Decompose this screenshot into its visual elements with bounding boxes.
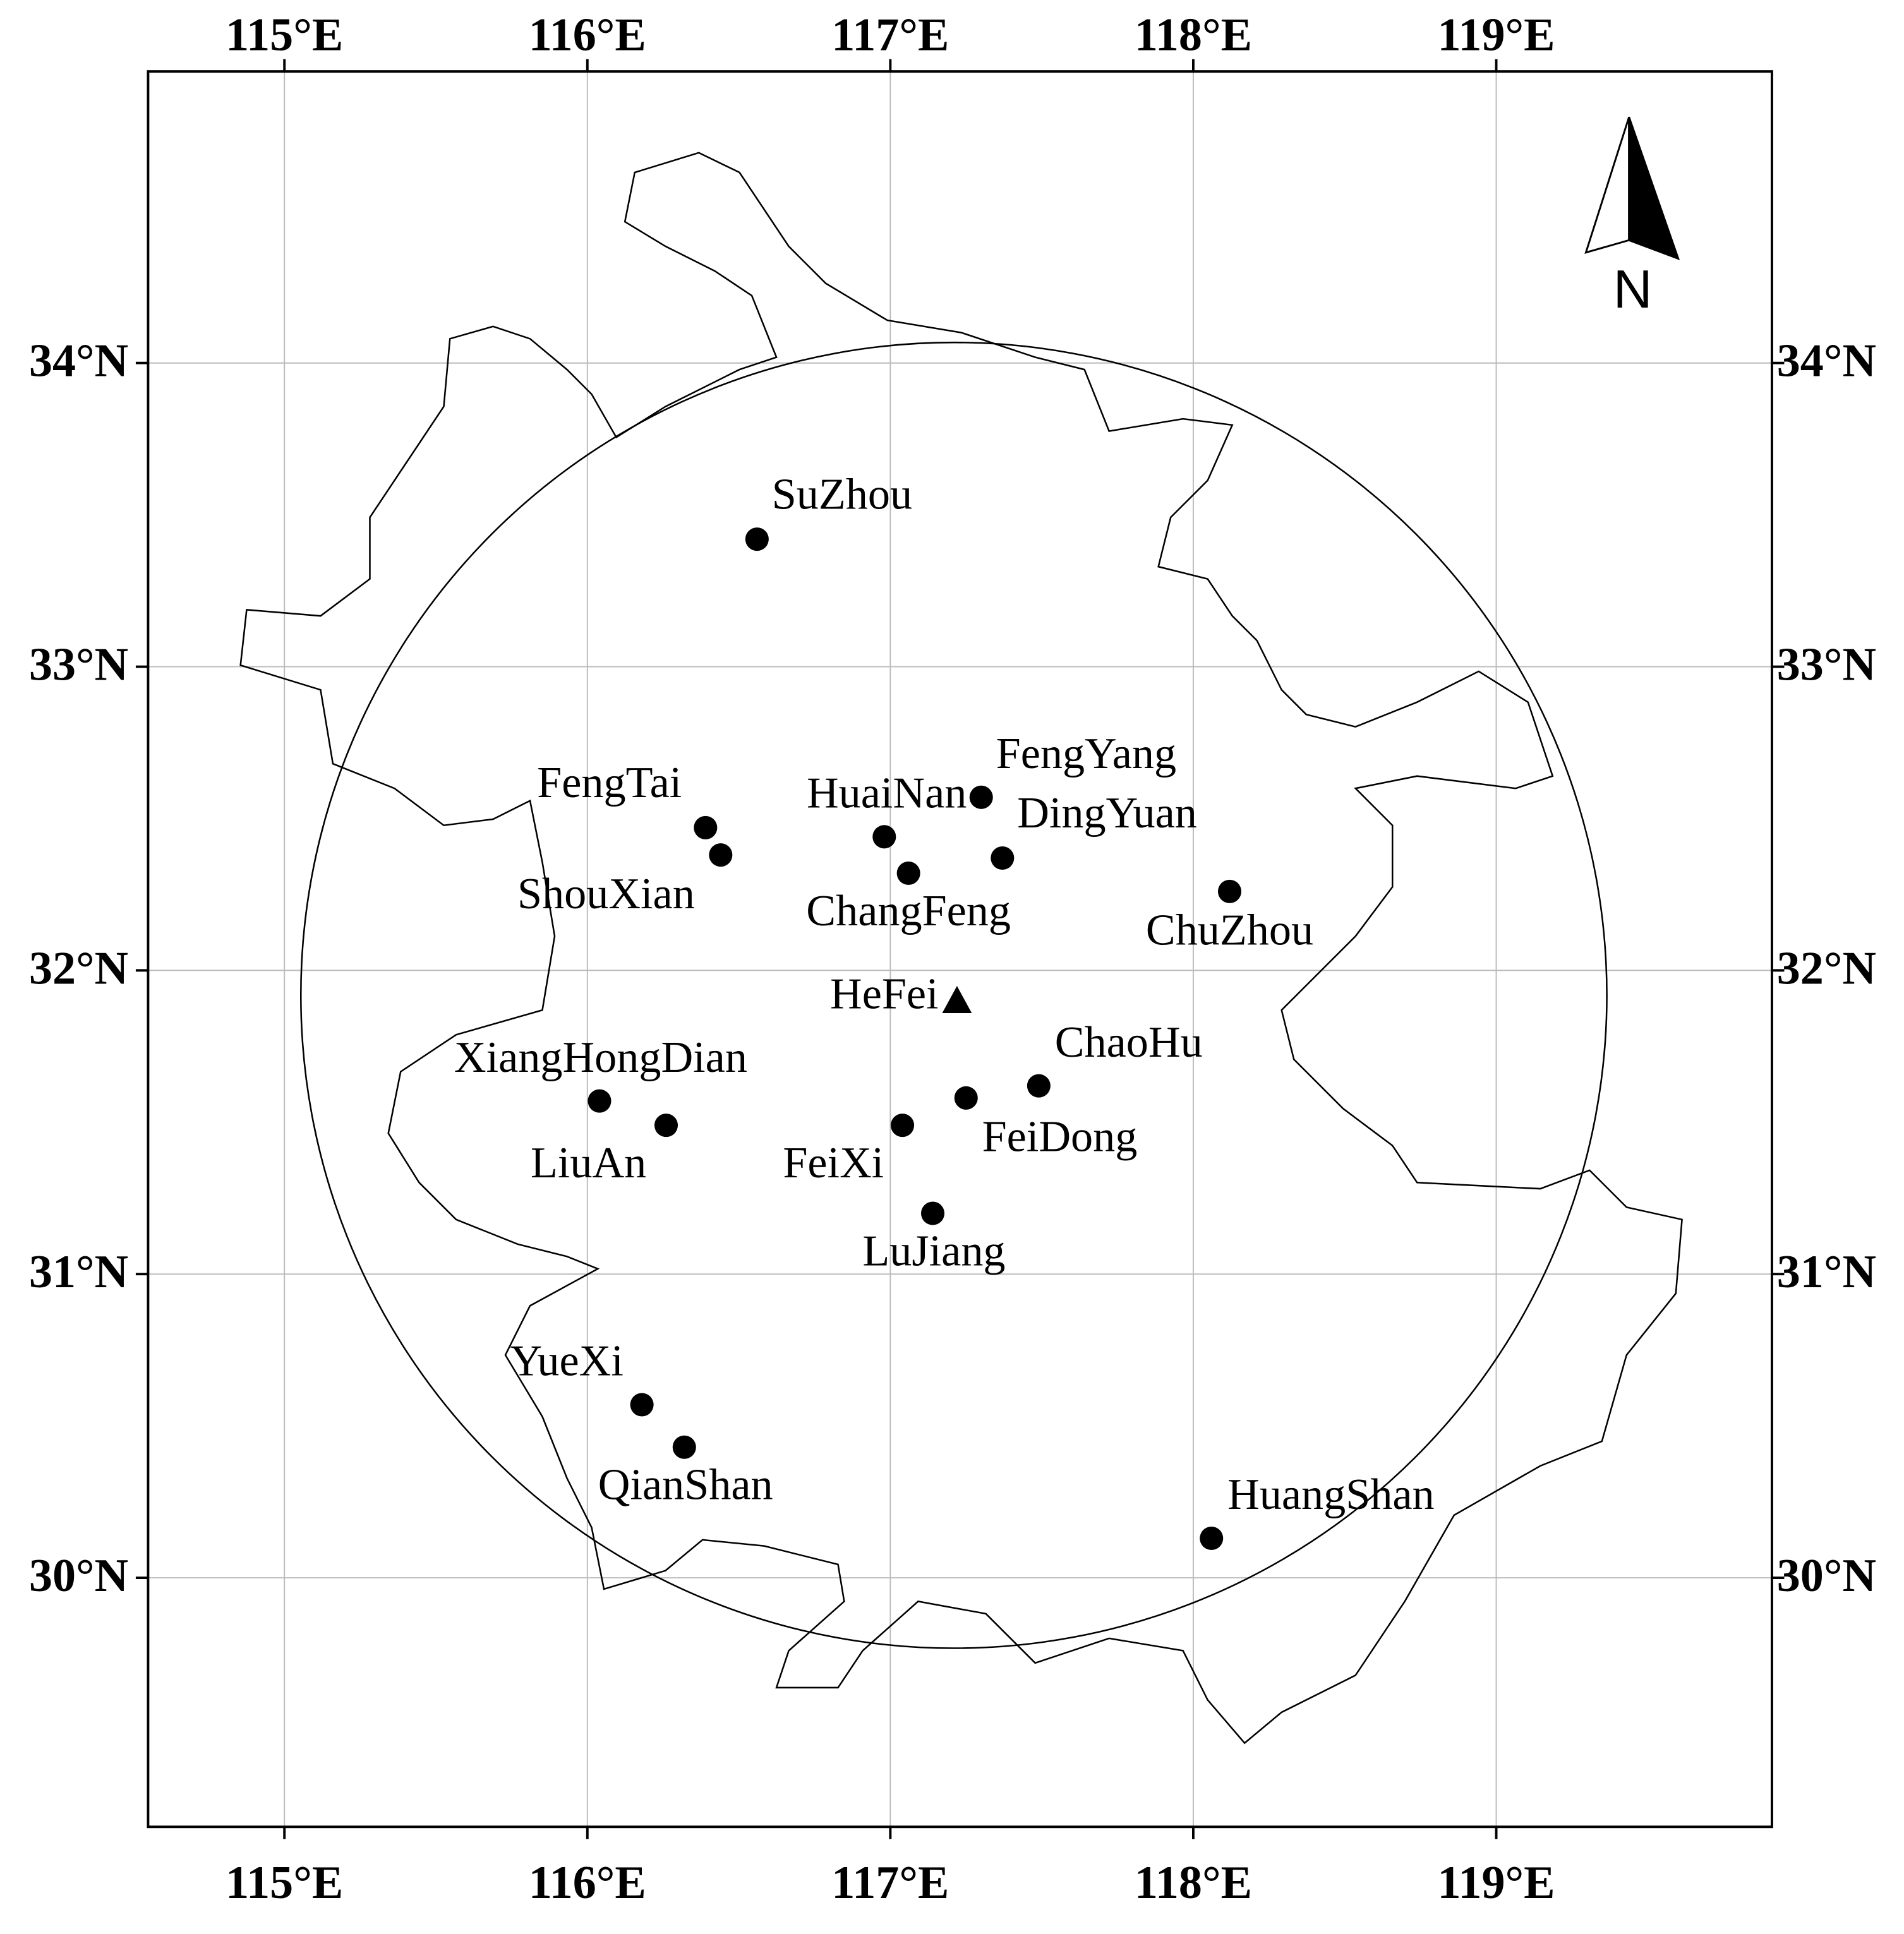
x-tick-label: 119°E bbox=[1437, 9, 1555, 61]
y-tick-label: 32°N bbox=[29, 942, 128, 994]
x-tick-label: 117°E bbox=[831, 1857, 949, 1909]
north-label: N bbox=[1613, 259, 1653, 320]
center-label: HeFei bbox=[830, 970, 939, 1019]
station-label: FeiXi bbox=[783, 1138, 884, 1187]
station-label: ChaoHu bbox=[1055, 1018, 1203, 1067]
y-tick-label: 30°N bbox=[29, 1550, 128, 1602]
station-marker bbox=[954, 1086, 978, 1110]
station-marker bbox=[991, 846, 1015, 870]
station-label: SuZhou bbox=[772, 469, 912, 519]
station-marker bbox=[694, 815, 718, 839]
station-marker bbox=[709, 843, 733, 867]
x-tick-label: 119°E bbox=[1437, 1857, 1555, 1909]
y-tick-label: 33°N bbox=[29, 639, 128, 690]
x-tick-label: 115°E bbox=[226, 1857, 343, 1909]
province-boundary bbox=[239, 152, 1683, 1745]
station-label: ChuZhou bbox=[1146, 906, 1313, 955]
station-label: FengYang bbox=[996, 729, 1176, 778]
station-label: DingYuan bbox=[1017, 788, 1197, 838]
station-marker bbox=[872, 825, 896, 849]
y-tick-label: 30°N bbox=[1777, 1550, 1876, 1602]
station-marker bbox=[891, 1114, 915, 1138]
y-tick-label: 31°N bbox=[29, 1246, 128, 1298]
map-frame bbox=[147, 70, 1773, 1829]
station-label: HuaiNan bbox=[807, 769, 967, 818]
y-tick-label: 31°N bbox=[1777, 1246, 1876, 1298]
grid: 115°E 115°E 116°E 116°E 117°E 117°E 118°E 118°E… bbox=[29, 9, 1876, 1908]
x-tick-label: 117°E bbox=[831, 9, 949, 61]
station-marker bbox=[654, 1114, 678, 1138]
station-label: QianShan bbox=[598, 1460, 773, 1510]
station-marker bbox=[896, 861, 920, 886]
y-tick-label: 34°N bbox=[1777, 335, 1876, 387]
station-marker bbox=[920, 1201, 945, 1225]
stations: SuZhou FengTai ShouXian HuaiNan ChangFeng Fen… bbox=[454, 469, 1435, 1551]
station-marker bbox=[630, 1393, 654, 1417]
station-label: LiuAn bbox=[531, 1138, 646, 1187]
station-label: FeiDong bbox=[982, 1112, 1138, 1162]
station-marker bbox=[1200, 1527, 1224, 1551]
station-marker bbox=[1217, 879, 1242, 903]
x-tick-label: 118°E bbox=[1135, 1857, 1252, 1909]
y-tick-label: 32°N bbox=[1777, 942, 1876, 994]
north-arrow: N bbox=[1584, 116, 1680, 320]
range-ring bbox=[299, 341, 1608, 1649]
station-marker bbox=[672, 1435, 696, 1459]
y-tick-label: 33°N bbox=[1777, 639, 1876, 690]
station-marker bbox=[969, 785, 993, 809]
center-marker bbox=[942, 986, 972, 1013]
x-tick-label: 116°E bbox=[529, 9, 646, 61]
station-marker bbox=[745, 527, 769, 551]
x-tick-label: 116°E bbox=[529, 1857, 646, 1909]
y-tick-label: 34°N bbox=[29, 335, 128, 387]
station-label: YueXi bbox=[510, 1336, 623, 1386]
x-tick-label: 115°E bbox=[226, 9, 343, 61]
station-label: LuJiang bbox=[862, 1226, 1005, 1275]
station-label: ChangFeng bbox=[806, 886, 1011, 935]
station-label: XiangHongDian bbox=[454, 1033, 747, 1082]
station-label: FengTai bbox=[537, 758, 682, 807]
station-label: HuangShan bbox=[1227, 1470, 1435, 1519]
north-arrow-right bbox=[1628, 116, 1680, 261]
station-label: ShouXian bbox=[517, 869, 695, 918]
x-tick-label: 118°E bbox=[1135, 9, 1252, 61]
station-marker bbox=[1027, 1074, 1051, 1098]
station-marker bbox=[587, 1089, 612, 1113]
